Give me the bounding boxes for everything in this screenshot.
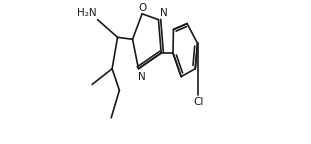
Text: N: N [160,8,168,18]
Text: N: N [138,72,146,82]
Text: H₂N: H₂N [77,8,96,18]
Text: O: O [139,3,147,13]
Text: Cl: Cl [193,97,203,107]
